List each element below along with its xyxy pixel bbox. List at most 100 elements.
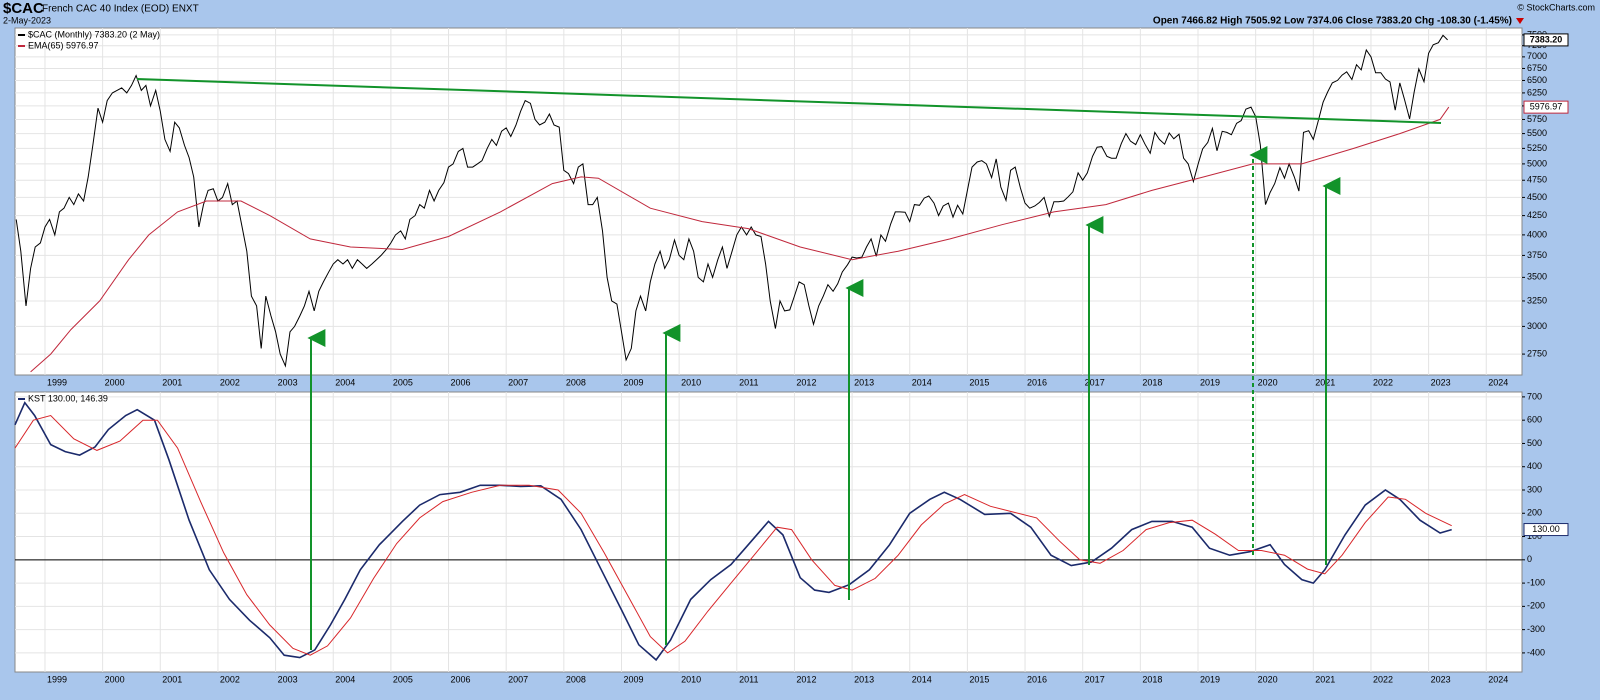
last-value-label: 130.00 <box>1532 524 1560 534</box>
x-tick-label: 2015 <box>969 674 989 684</box>
x-tick-label: 2017 <box>1085 674 1105 684</box>
x-tick-label: 2021 <box>1315 674 1335 684</box>
x-tick-label: 2013 <box>854 377 874 387</box>
x-tick-label: 2003 <box>278 377 298 387</box>
y-tick-label: -300 <box>1527 624 1545 634</box>
x-tick-label: 2004 <box>335 377 355 387</box>
y-tick-label: 6500 <box>1527 75 1547 85</box>
x-tick-label: 2004 <box>335 674 355 684</box>
x-tick-label: 2009 <box>623 377 643 387</box>
x-tick-label: 2001 <box>162 377 182 387</box>
series-line <box>14 401 1452 662</box>
x-tick-label: 2022 <box>1373 674 1393 684</box>
y-tick-label: 3750 <box>1527 250 1547 260</box>
y-tick-label: 200 <box>1527 508 1542 518</box>
x-tick-label: 2002 <box>220 377 240 387</box>
x-tick-label: 2010 <box>681 377 701 387</box>
x-tick-label: 2000 <box>105 674 125 684</box>
x-tick-label: 1999 <box>47 674 67 684</box>
last-value-bg <box>1523 523 1569 537</box>
y-tick-label: 700 <box>1527 391 1542 401</box>
down-arrow <box>1516 18 1524 24</box>
trendline <box>136 78 1442 124</box>
y-tick-label: 4750 <box>1527 175 1547 185</box>
plot-area <box>14 27 1523 376</box>
x-tick-label: 2007 <box>508 674 528 684</box>
x-tick-label: 2007 <box>508 377 528 387</box>
y-tick-label: 3500 <box>1527 272 1547 282</box>
x-tick-label: 2003 <box>278 674 298 684</box>
x-tick-label: 2005 <box>393 674 413 684</box>
series-line <box>15 34 1448 368</box>
x-tick-label: 2000 <box>105 377 125 387</box>
y-tick-label: 6250 <box>1527 87 1547 97</box>
series-line <box>14 414 1452 656</box>
x-tick-label: 2010 <box>681 674 701 684</box>
x-tick-label: 2009 <box>623 674 643 684</box>
x-tick-label: 2019 <box>1200 377 1220 387</box>
y-tick-label: 5500 <box>1527 128 1547 138</box>
y-tick-label: 3250 <box>1527 295 1547 305</box>
symbol: $CAC <box>3 0 44 17</box>
x-tick-label: 2014 <box>912 674 932 684</box>
x-tick-label: 2016 <box>1027 674 1047 684</box>
y-tick-label: 3000 <box>1527 321 1547 331</box>
y-tick-label: -400 <box>1527 647 1545 657</box>
y-tick-label: 2750 <box>1527 348 1547 358</box>
last-value-box: 130.00 <box>1523 523 1569 537</box>
y-tick-label: 300 <box>1527 484 1542 494</box>
legend-label: EMA(65) 5976.97 <box>28 40 99 50</box>
y-tick-label: -100 <box>1527 577 1545 587</box>
x-tick-label: 2011 <box>739 377 758 387</box>
x-tick-label: 2006 <box>451 377 471 387</box>
x-tick-label: 2020 <box>1258 674 1278 684</box>
quote: Open 7466.82 High 7505.92 Low 7374.06 Cl… <box>1153 16 1512 27</box>
x-tick-label: 2020 <box>1258 377 1278 387</box>
y-tick-label: 400 <box>1527 461 1542 471</box>
x-tick-label: 2005 <box>393 377 413 387</box>
x-tick-label: 2001 <box>162 674 182 684</box>
y-tick-label: 500 <box>1527 438 1542 448</box>
legend-label: $CAC (Monthly) 7383.20 (2 May) <box>28 29 160 39</box>
y-tick-label: 4000 <box>1527 229 1547 239</box>
plot-area <box>14 391 1523 673</box>
x-tick-label: 2013 <box>854 674 874 684</box>
y-tick-label: 0 <box>1527 554 1532 564</box>
y-tick-label: 5000 <box>1527 158 1547 168</box>
last-value-box: 5976.97 <box>1523 100 1569 114</box>
x-tick-label: 2016 <box>1027 377 1047 387</box>
last-value-label: 5976.97 <box>1530 102 1563 112</box>
x-tick-label: 2023 <box>1431 377 1451 387</box>
x-tick-label: 2012 <box>796 377 816 387</box>
last-value-bg <box>1523 100 1569 114</box>
x-tick-label: 2015 <box>969 377 989 387</box>
x-tick-label: 1999 <box>47 377 67 387</box>
series-line <box>30 106 1450 373</box>
x-tick-label: 2024 <box>1488 377 1508 387</box>
date: 2-May-2023 <box>3 15 51 25</box>
x-tick-label: 2014 <box>912 377 932 387</box>
last-value-bg <box>1523 33 1569 47</box>
y-tick-label: 600 <box>1527 415 1542 425</box>
y-tick-label: 5250 <box>1527 143 1547 153</box>
index-name: French CAC 40 Index (EOD) ENXT <box>42 4 199 15</box>
y-tick-label: 5750 <box>1527 114 1547 124</box>
y-tick-label: 4250 <box>1527 210 1547 220</box>
annotations <box>136 78 1442 650</box>
y-tick-label: 7000 <box>1527 51 1547 61</box>
x-tick-label: 2019 <box>1200 674 1220 684</box>
x-tick-label: 2018 <box>1142 674 1162 684</box>
last-value-box: 7383.20 <box>1523 33 1569 47</box>
x-tick-label: 2017 <box>1085 377 1105 387</box>
legend-label: KST 130.00, 146.39 <box>28 393 108 403</box>
x-tick-label: 2024 <box>1488 674 1508 684</box>
x-tick-label: 2012 <box>796 674 816 684</box>
x-tick-label: 2008 <box>566 377 586 387</box>
y-tick-label: 6750 <box>1527 63 1547 73</box>
last-value-label: 7383.20 <box>1530 34 1563 44</box>
y-tick-label: -200 <box>1527 601 1545 611</box>
y-tick-label: 4500 <box>1527 192 1547 202</box>
panels: 1999 2000 2001 2002 2003 2004 2005 2006 2007 2008… <box>14 27 1569 684</box>
x-tick-label: 2002 <box>220 674 240 684</box>
